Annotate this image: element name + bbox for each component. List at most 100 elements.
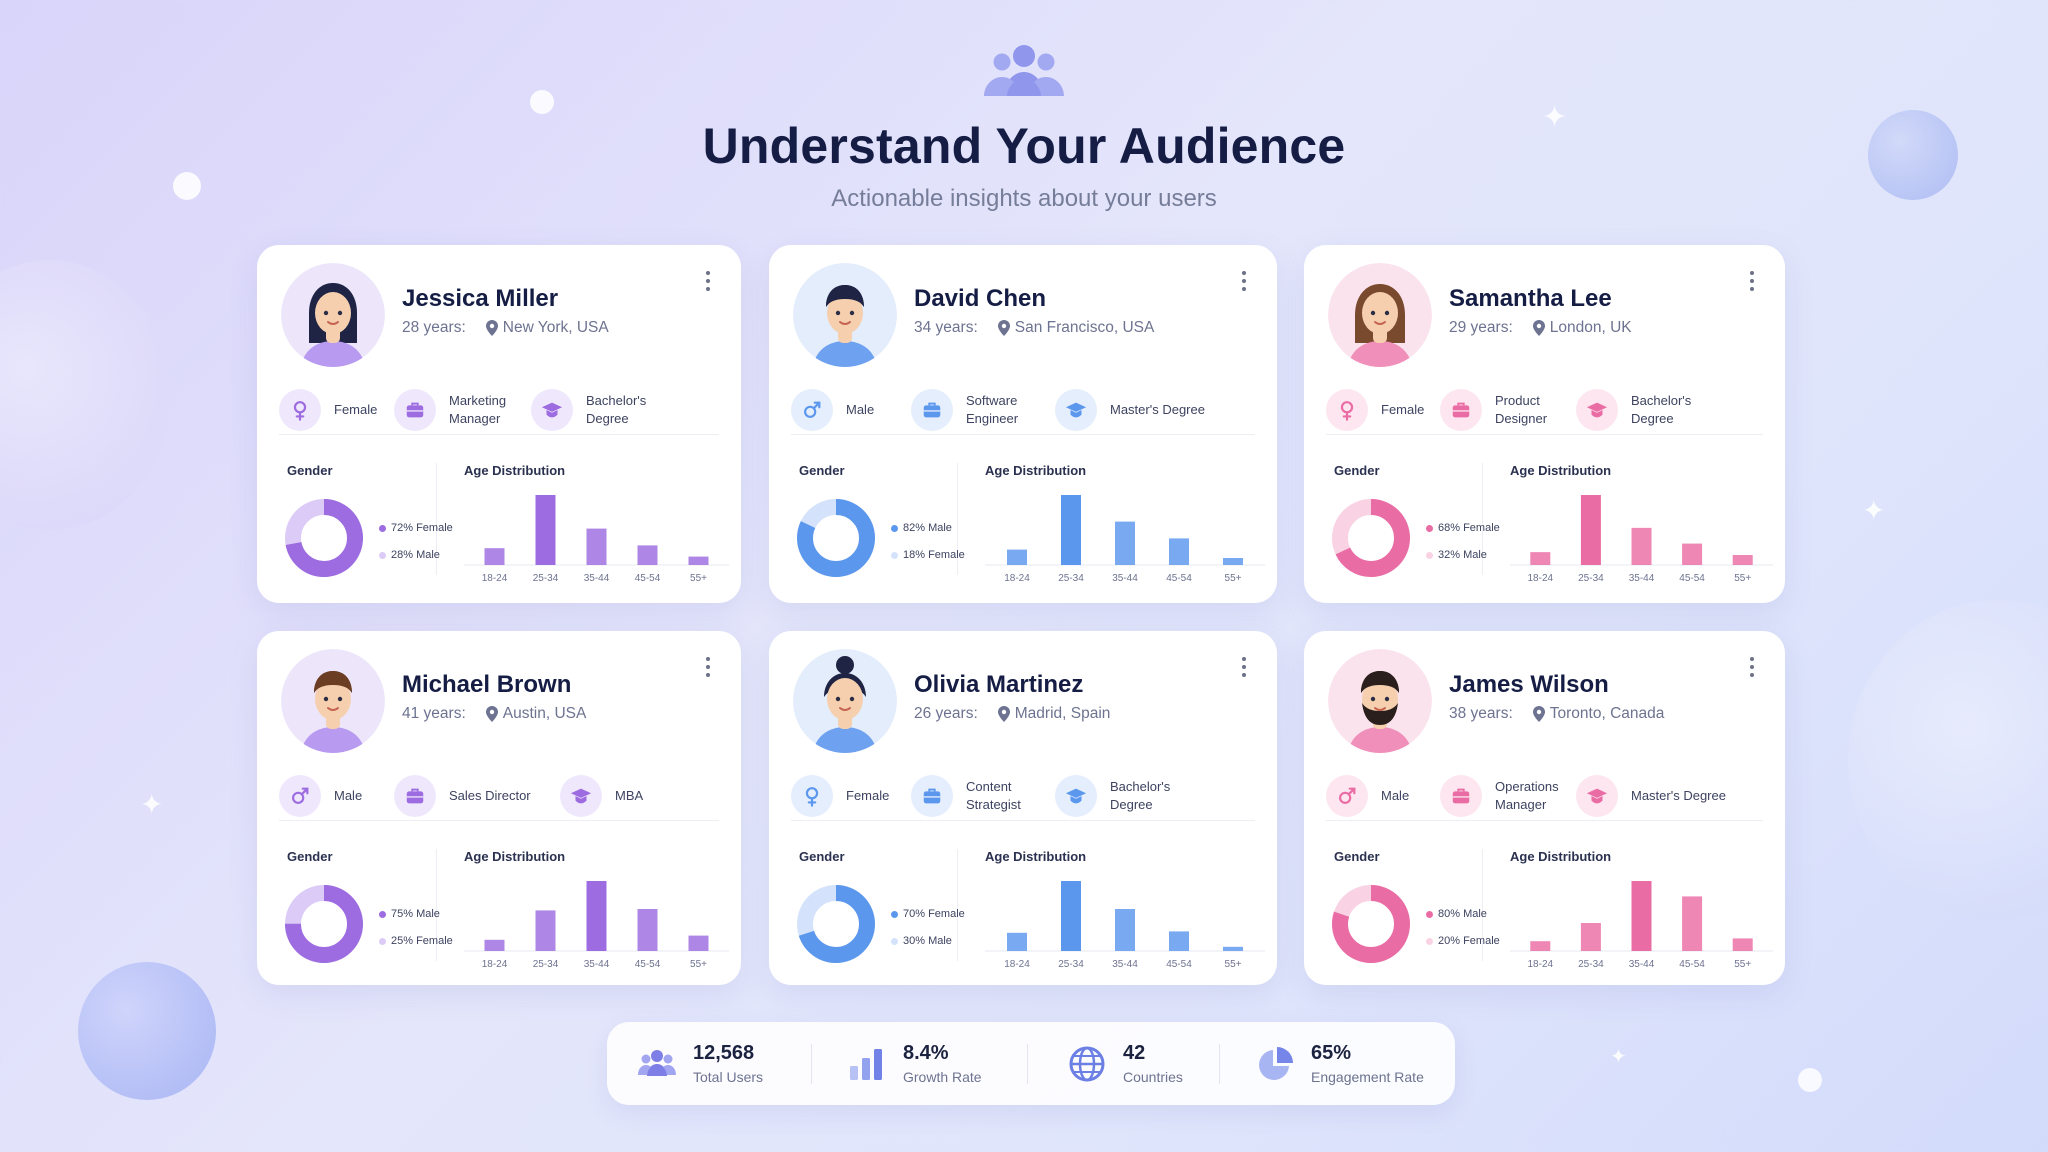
legend-dot [891, 524, 898, 532]
age-bar [1732, 555, 1753, 565]
profile-name: Samantha Lee [1449, 285, 1612, 312]
age-tick-label: 18-24 [1004, 959, 1030, 970]
attr-degree: Bachelor's Degree [1576, 388, 1731, 431]
legend-label: 18% Female [903, 549, 965, 561]
legend-dot [379, 910, 386, 918]
age-tick-label: 55+ [1734, 959, 1751, 970]
age-bar [586, 528, 607, 565]
legend-label: 68% Female [1438, 522, 1500, 534]
gender-donut-chart [285, 499, 363, 577]
globe-icon [1069, 1046, 1105, 1081]
bg-circle [78, 962, 216, 1100]
gender-donut-chart [285, 885, 363, 963]
attr-gender: Female [1326, 388, 1425, 431]
stat-value: 65% [1311, 1042, 1352, 1064]
profile-attributes: Female Marketing Manager Bachelor's Degree [279, 385, 719, 435]
profile-location: Austin, USA [502, 705, 587, 722]
more-options-icon[interactable] [1239, 657, 1249, 679]
attr-gender-label: Female [1381, 401, 1425, 417]
age-section-title: Age Distribution [464, 849, 566, 864]
attr-degree: Bachelor's Degree [1055, 774, 1210, 817]
age-bar [1223, 558, 1243, 565]
age-tick-label: 55+ [1734, 573, 1751, 584]
more-options-icon[interactable] [1747, 271, 1757, 293]
gender-legend-item: 80% Male [1426, 908, 1487, 920]
legend-dot [891, 910, 898, 918]
age-bar [1580, 923, 1601, 951]
age-bar [1061, 495, 1081, 565]
age-distribution-chart: 18-24 25-34 35-44 45-54 55+ [1510, 495, 1773, 584]
location-pin-icon [1532, 320, 1545, 336]
attr-gender-label: Male [334, 787, 363, 803]
divider [436, 463, 437, 575]
profile-age: 41 years: [402, 705, 466, 722]
legend-label: 75% Male [391, 908, 440, 920]
donut-segment-primary [797, 885, 875, 963]
age-bar [535, 910, 556, 951]
sparkle-icon: ✦ [1862, 494, 1886, 527]
female-icon [1326, 388, 1368, 431]
attr-gender: Male [791, 388, 874, 431]
age-tick-label: 45-54 [635, 573, 661, 584]
age-tick-label: 55+ [690, 573, 707, 584]
profile-card: James Wilson 38 years: Toronto, Canada Male… [1304, 631, 1785, 985]
attr-job: Sales Director [394, 774, 531, 817]
legend-dot [1426, 937, 1433, 945]
legend-label: 70% Female [903, 908, 965, 920]
age-bar [586, 881, 607, 951]
stats-bar: 12,568 Total Users 8.4% Growth Rate 42 Coun… [607, 1022, 1455, 1105]
attr-gender-label: Female [846, 787, 890, 803]
gender-legend-item: 25% Female [379, 935, 453, 947]
more-options-icon[interactable] [1239, 271, 1249, 293]
age-bar [1631, 527, 1652, 565]
more-options-icon[interactable] [703, 271, 713, 293]
profile-meta: 41 years: Austin, USA [402, 705, 586, 723]
legend-label: 72% Female [391, 522, 453, 534]
profile-card: Jessica Miller 28 years: New York, USA Fema… [257, 245, 741, 603]
pie-chart-icon [1259, 1046, 1293, 1080]
briefcase-icon [394, 774, 436, 817]
attr-degree-label: Bachelor's Degree [1631, 392, 1692, 426]
age-tick-label: 55+ [1225, 573, 1242, 584]
age-tick-label: 25-34 [1058, 573, 1084, 584]
age-tick-label: 25-34 [533, 959, 559, 970]
age-tick-label: 55+ [690, 959, 707, 970]
stat-label: Engagement Rate [1311, 1069, 1424, 1085]
bg-circle [0, 260, 170, 530]
avatar [793, 649, 897, 753]
more-options-icon[interactable] [1747, 657, 1757, 679]
divider [1482, 849, 1483, 961]
age-bar [637, 545, 658, 565]
attr-job-label: Product Designer [1495, 392, 1548, 426]
stat-growth-rate: 8.4% Growth Rate [847, 1022, 982, 1105]
age-section-title: Age Distribution [985, 849, 1087, 864]
male-icon [279, 774, 321, 817]
attr-degree-label: MBA [615, 787, 644, 803]
bg-circle [1848, 600, 2048, 920]
gender-section-title: Gender [799, 463, 845, 478]
age-bar [637, 909, 658, 951]
attr-job: Product Designer [1440, 388, 1595, 431]
profile-age: 29 years: [1449, 319, 1513, 336]
attr-job-label: Marketing Manager [449, 392, 507, 426]
gender-legend-item: 32% Male [1426, 549, 1487, 561]
age-section-title: Age Distribution [985, 463, 1087, 478]
more-options-icon[interactable] [703, 657, 713, 679]
legend-label: 28% Male [391, 549, 440, 561]
legend-label: 20% Female [1438, 935, 1500, 947]
profile-name: David Chen [914, 285, 1047, 312]
attr-gender: Female [791, 774, 890, 817]
sparkle-icon: ✦ [140, 788, 164, 821]
bg-dot [1798, 1068, 1822, 1092]
location-pin-icon [997, 706, 1010, 722]
stat-countries: 42 Countries [1067, 1022, 1183, 1105]
donut-segment-primary [1332, 499, 1410, 577]
age-bar [1061, 881, 1081, 951]
gender-section-title: Gender [287, 463, 333, 478]
stat-value: 8.4% [903, 1042, 949, 1064]
profile-age: 34 years: [914, 319, 978, 336]
age-bar [1223, 946, 1243, 951]
attr-job: Operations Manager [1440, 774, 1595, 817]
gender-legend-item: 28% Male [379, 549, 440, 561]
age-tick-label: 25-34 [1058, 959, 1084, 970]
